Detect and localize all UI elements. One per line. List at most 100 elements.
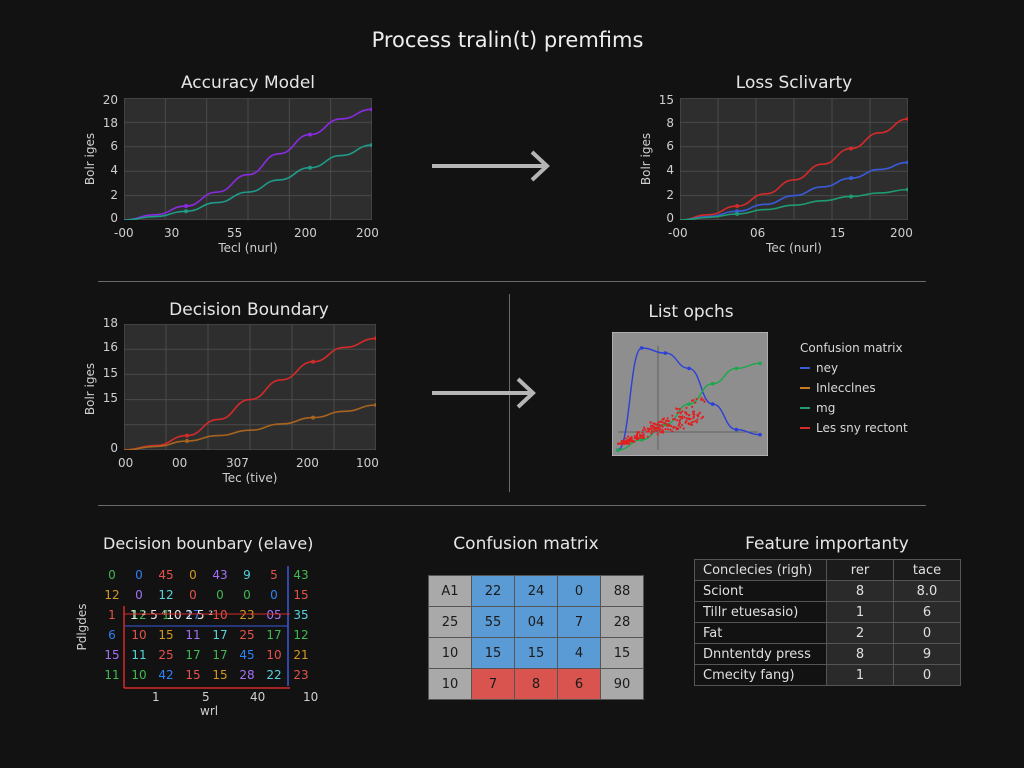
x-tick: 30: [164, 226, 180, 240]
y-tick: 6: [110, 139, 118, 153]
data-point: [311, 359, 315, 364]
grid-cell: 0: [270, 588, 278, 602]
x-tick: -00: [114, 226, 134, 240]
x-tick: 100: [356, 456, 379, 470]
cm-cell: A1: [428, 575, 472, 607]
series-line-0: [680, 118, 908, 220]
grid-cell: 15: [212, 668, 228, 682]
data-point: [710, 402, 715, 406]
data-point: [906, 187, 908, 192]
y-tick: 16: [102, 340, 118, 354]
scatter-point: [651, 424, 654, 428]
column-header: Conclecies (righ): [694, 559, 827, 581]
feature-table: Conclecies (righ) rer tace Sciont 8 8.0 …: [694, 559, 961, 686]
scatter-point: [695, 421, 699, 424]
y-tick: 0: [110, 211, 118, 225]
scatter-point: [647, 428, 650, 431]
grid-cell: 17: [212, 648, 228, 662]
scatter-point: [641, 429, 645, 432]
scatter-point: [617, 442, 620, 445]
scatter-point: [654, 423, 657, 426]
y-tick: 0: [110, 441, 118, 455]
scatter-point: [642, 435, 645, 439]
scatter-point: [669, 428, 672, 431]
scatter-point: [645, 430, 648, 433]
scatter-point: [678, 420, 681, 423]
grid-cell: 17: [266, 628, 282, 642]
grid-cell: 12: [104, 588, 120, 602]
x-tick: 00: [172, 456, 188, 470]
data-point: [734, 366, 739, 371]
scatter-point: [641, 431, 644, 434]
x-tick: 200: [294, 226, 317, 240]
loss-xlabel: Tec (nurl): [766, 241, 822, 255]
cm-cell: 28: [600, 606, 644, 638]
legend-item: Les sny rectont: [800, 418, 940, 438]
data-point: [849, 176, 853, 181]
y-tick: 0: [666, 211, 674, 225]
scatter-point: [636, 433, 639, 436]
series-line-1: [124, 144, 372, 220]
y-tick: 2: [666, 188, 674, 202]
grid-cell: 35: [293, 608, 309, 622]
scatter-point: [700, 397, 703, 400]
cm-cell: 25: [428, 606, 472, 638]
table-cell: Sciont: [694, 580, 827, 602]
y-tick: 2: [110, 188, 118, 202]
scatter-point: [652, 430, 655, 433]
scatter-point: [697, 413, 700, 416]
scatter-legend: Confusion matrix ney Inlecclnes mg Les s…: [800, 338, 940, 438]
scatter-point: [679, 426, 682, 429]
page-title: Process tralin(t) premfims: [371, 28, 644, 52]
series-line-2: [680, 188, 908, 220]
arrow-right-icon: [432, 150, 550, 182]
y-tick: 18: [102, 116, 118, 130]
cm-cell: 15: [471, 637, 515, 669]
decision-ylabel: Bolr iges: [83, 362, 97, 416]
grid-cell: 42: [158, 668, 174, 682]
table-row: 10 15 15 4 15: [428, 637, 644, 669]
grid-cell: 0: [108, 568, 116, 582]
grid-cell: 15: [185, 668, 201, 682]
scatter-point: [679, 411, 682, 414]
grid-cell: 45: [239, 648, 255, 662]
scatter-point: [627, 435, 630, 438]
confusion-matrix: A1 22 24 0 88 25 55 04 7 28 10 15 15 4 1…: [428, 575, 644, 700]
x-tick: 5: [202, 690, 210, 704]
table-row: Sciont 8 8.0: [694, 580, 961, 602]
table-cell: 1: [826, 664, 894, 686]
scatter-point: [688, 418, 691, 421]
scatter-point: [649, 421, 652, 424]
table-cell: 2: [826, 622, 894, 644]
scatter-point: [692, 416, 695, 420]
scatter-point: [687, 422, 690, 425]
scatter-point: [685, 420, 688, 423]
scatter-point: [627, 442, 631, 445]
data-point: [184, 204, 188, 209]
grid-cell: 05: [266, 608, 282, 622]
scatter-point: [685, 413, 688, 416]
cm-cell: 10: [428, 637, 472, 669]
decision-plot: [124, 324, 376, 450]
y-tick: 18: [102, 316, 118, 330]
cm-cell: 7: [471, 668, 515, 700]
scatter-point: [659, 431, 662, 434]
legend-label: ney: [816, 361, 839, 375]
scatter-point: [694, 420, 697, 423]
table-cell: 1: [826, 601, 894, 623]
loss-yticks: 15 8 6 4 2 0: [652, 93, 676, 228]
table-cell: 0: [893, 664, 961, 686]
legend-swatch: [800, 367, 810, 369]
confusion-title: Confusion matrix: [453, 534, 599, 554]
legend-item: ney: [800, 358, 940, 378]
grid-ylabel: Pdlgdes: [75, 603, 89, 651]
scatter-point: [675, 427, 678, 430]
series-line-1: [124, 404, 376, 450]
column-header: rer: [826, 559, 894, 581]
data-point: [758, 361, 762, 366]
scatter-point: [661, 421, 664, 424]
grid-cell: 1: [108, 608, 116, 622]
scatter-point: [627, 438, 630, 442]
grid-cell: 23: [239, 608, 255, 622]
scatter-point: [644, 428, 647, 431]
